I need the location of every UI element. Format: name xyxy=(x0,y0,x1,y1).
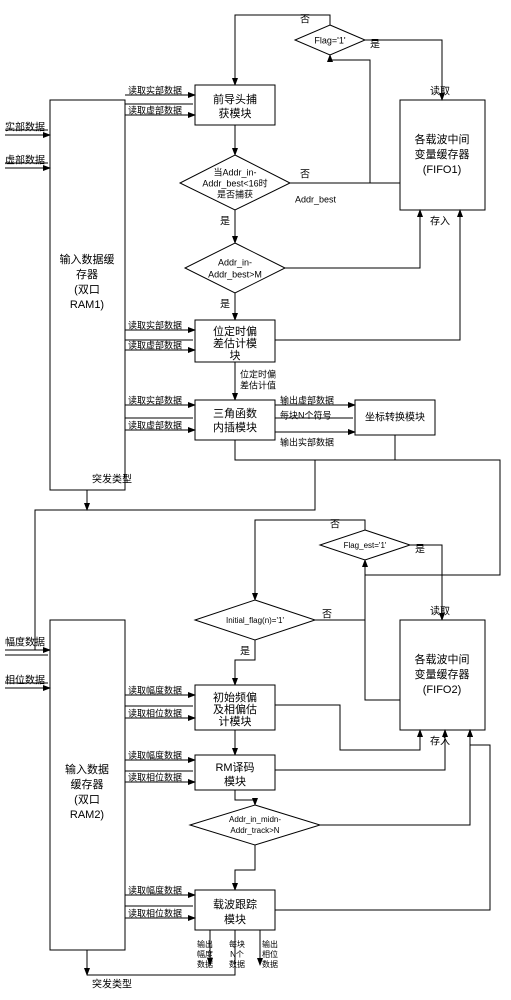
addr-l1: Addr_in- xyxy=(218,257,252,267)
fifo1-l3: (FIFO1) xyxy=(423,164,462,176)
out-n2: N个 xyxy=(230,950,244,959)
phase-in: 相位数据 xyxy=(5,674,45,687)
out-ph1: 输出 xyxy=(262,939,278,949)
ram2-l4: RAM2) xyxy=(70,809,104,821)
fifo1-l2: 变量缓存器 xyxy=(415,147,470,161)
fifo2-write: 存入 xyxy=(430,735,450,748)
out-amp3: 数据 xyxy=(197,959,213,969)
timing-l3: 块 xyxy=(230,349,241,362)
initflag-no: 否 xyxy=(322,609,332,621)
fifo2-read: 读取 xyxy=(430,605,450,618)
rp1: 读取相位数据 xyxy=(128,707,182,718)
flagest-text: Flag_est='1' xyxy=(344,541,387,550)
timing-l2: 差估计模 xyxy=(213,336,257,350)
timing-val2: 差估计值 xyxy=(240,379,276,390)
rm-l2: 模块 xyxy=(224,775,246,788)
rr1: 读取实部数据 xyxy=(128,84,182,95)
ram1-l2: 存器 xyxy=(76,267,98,281)
carrier-l2: 模块 xyxy=(224,913,246,926)
ra2: 读取幅度数据 xyxy=(128,749,182,760)
out-imag: 输出虚部数据 xyxy=(280,394,334,405)
preamble-l1: 前导头捕 xyxy=(213,92,257,106)
cap-l1: 当Addr_in- xyxy=(213,166,256,177)
out-ph2: 相位 xyxy=(262,949,278,959)
amp-in: 幅度数据 xyxy=(5,636,45,649)
coord-text: 坐标转换模块 xyxy=(365,411,425,424)
ri2: 读取虚部数据 xyxy=(128,339,182,350)
out-real: 输出实部数据 xyxy=(280,436,334,447)
track-l1: Addr_in_midn- xyxy=(229,815,281,824)
freq-l2: 及相偏估 xyxy=(213,702,257,716)
ram1-l3: (双口 xyxy=(74,283,100,296)
ram2-l3: (双口 xyxy=(74,793,100,806)
arrow-timing-fifo xyxy=(275,210,460,340)
ram2-l1: 输入数据 xyxy=(65,762,109,776)
rr3: 读取实部数据 xyxy=(128,394,182,405)
rp2: 读取相位数据 xyxy=(128,771,182,782)
out-n1: 每块 xyxy=(229,939,245,949)
ram1-l4: RAM1) xyxy=(70,299,104,311)
trig-box xyxy=(195,400,275,440)
burst1: 突发类型 xyxy=(92,473,132,486)
arrow-addr-fifo xyxy=(285,210,420,268)
carrier-l1: 载波跟踪 xyxy=(213,897,257,911)
addr-best-label: Addr_best xyxy=(295,194,337,204)
arrow-track-carrier xyxy=(235,845,255,890)
flag-text: Flag='1' xyxy=(314,35,345,45)
addr-l2: Addr_best>M xyxy=(208,269,262,279)
initflag-text: Initial_flag(n)='1' xyxy=(226,616,284,625)
flowchart-svg: 输入数据缓 存器 (双口 RAM1) 实部数据 虚部数据 Flag='1' 否 … xyxy=(0,0,511,1000)
track-l2: Addr_track>N xyxy=(230,826,279,835)
timing-val1: 位定时偏 xyxy=(240,368,276,379)
ri3: 读取虚部数据 xyxy=(128,419,182,430)
cap-no: 否 xyxy=(300,169,310,181)
fifo2-l2: 变量缓存器 xyxy=(415,667,470,681)
freq-l3: 计模块 xyxy=(219,715,252,728)
rp3: 读取相位数据 xyxy=(128,907,182,918)
ra3: 读取幅度数据 xyxy=(128,884,182,895)
fifo1-read: 读取 xyxy=(430,85,450,98)
arrow-cap-no xyxy=(290,55,370,183)
ram2-l2: 缓存器 xyxy=(71,777,104,791)
ri1: 读取虚部数据 xyxy=(128,104,182,115)
track-diamond xyxy=(190,805,320,845)
arrow-rm-track xyxy=(235,790,255,805)
fifo2-l3: (FIFO2) xyxy=(423,684,462,696)
cap-yes: 是 xyxy=(220,216,230,228)
addr-yes: 是 xyxy=(220,299,230,311)
trig-l2: 内插模块 xyxy=(213,420,257,434)
fifo2-l1: 各载波中间 xyxy=(415,652,470,666)
arrow-carrier-fifo xyxy=(275,730,490,910)
burst2: 突发类型 xyxy=(92,978,132,991)
out-amp1: 输出 xyxy=(197,939,213,949)
cap-l3: 是否捕获 xyxy=(217,188,253,199)
fifo1-write: 存入 xyxy=(430,215,450,228)
out-ph3: 数据 xyxy=(262,959,278,969)
arrow-freq-fifo xyxy=(275,705,420,750)
out-n3: 数据 xyxy=(229,959,245,969)
ram1-l1: 输入数据缓 xyxy=(60,252,115,266)
fifo1-l1: 各载波中间 xyxy=(415,132,470,146)
initflag-yes: 是 xyxy=(240,646,250,658)
out-amp2: 幅度 xyxy=(197,949,213,959)
trig-l1: 三角函数 xyxy=(213,407,257,420)
arrow-flag-no xyxy=(235,15,330,85)
imag-in-label: 虚部数据 xyxy=(5,154,45,167)
freq-l1: 初始频偏 xyxy=(213,690,257,704)
ra1: 读取幅度数据 xyxy=(128,684,182,695)
arrow-flagest-no xyxy=(255,520,365,600)
timing-l1: 位定时偏 xyxy=(213,324,257,338)
preamble-l2: 获模块 xyxy=(219,107,252,120)
real-in-label: 实部数据 xyxy=(5,121,45,134)
blocks-n: 每块N个符号 xyxy=(280,409,332,420)
rm-l1: RM译码 xyxy=(215,761,254,774)
cap-l2: Addr_best<16时 xyxy=(202,177,267,188)
rr2: 读取实部数据 xyxy=(128,319,182,330)
addr-diamond xyxy=(185,243,285,293)
